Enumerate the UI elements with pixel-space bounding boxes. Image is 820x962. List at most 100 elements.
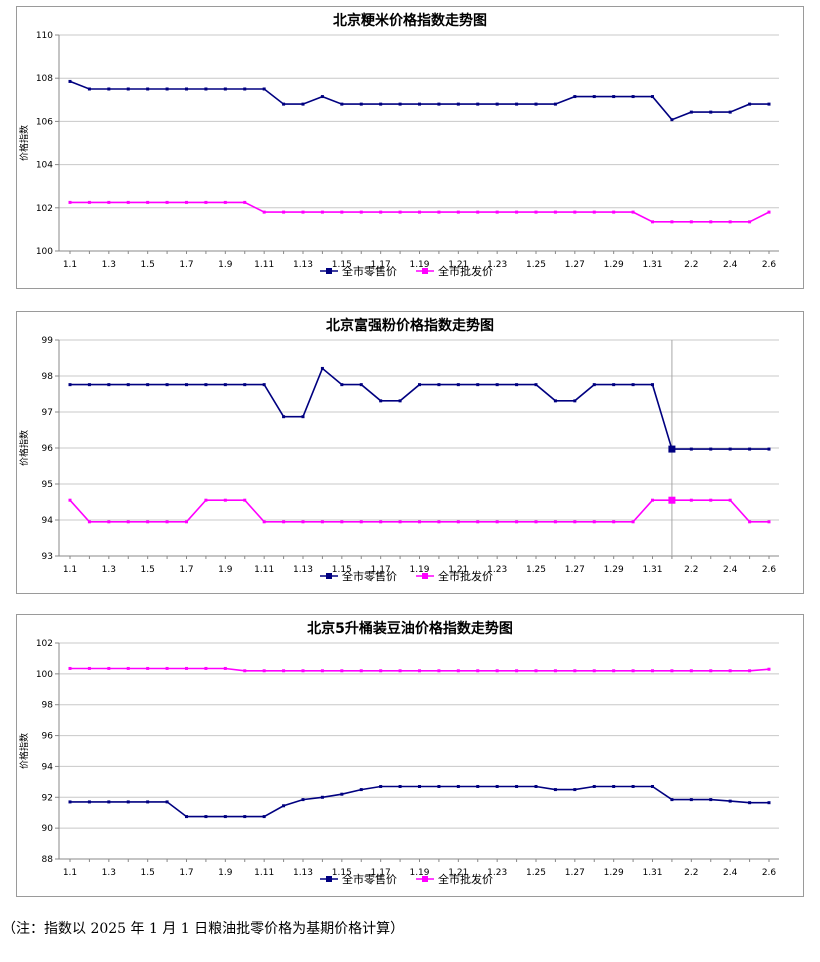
data-point (87, 87, 91, 91)
data-point (592, 383, 596, 387)
data-point (495, 383, 499, 387)
data-point (456, 383, 460, 387)
data-point (146, 666, 150, 670)
data-point (223, 87, 227, 91)
data-point (689, 498, 693, 502)
data-point (301, 415, 305, 419)
data-point (301, 798, 305, 802)
data-point (728, 220, 732, 224)
x-tick-label: 1.15 (332, 868, 352, 878)
data-point (282, 210, 286, 214)
data-point (456, 210, 460, 214)
data-point (126, 520, 130, 524)
x-tick-label: 2.2 (684, 260, 698, 270)
x-tick-label: 1.27 (565, 260, 585, 270)
data-point (204, 498, 208, 502)
data-point (612, 210, 616, 214)
data-point (573, 399, 577, 403)
data-point (126, 200, 130, 204)
data-point (282, 804, 286, 808)
highlight-point-0 (668, 445, 676, 453)
data-point (301, 102, 305, 106)
data-point (320, 520, 324, 524)
legend-marker-1 (422, 268, 428, 274)
data-point (476, 210, 480, 214)
data-point (748, 447, 752, 451)
y-tick-label: 108 (36, 74, 53, 84)
y-tick-label: 95 (42, 480, 53, 490)
data-point (87, 800, 91, 804)
x-tick-label: 1.19 (409, 260, 429, 270)
data-point (379, 399, 383, 403)
data-point (262, 520, 266, 524)
y-tick-label: 100 (36, 670, 53, 680)
data-point (68, 79, 72, 83)
data-point (612, 383, 616, 387)
data-point (709, 110, 713, 114)
x-tick-label: 1.5 (141, 868, 155, 878)
data-point (418, 210, 421, 214)
x-tick-label: 2.2 (684, 868, 698, 878)
x-tick-label: 1.31 (642, 868, 662, 878)
x-tick-label: 1.5 (141, 260, 155, 270)
data-point (495, 520, 499, 524)
data-point (243, 87, 247, 91)
legend-marker-0 (326, 268, 332, 274)
series-line-0 (70, 367, 769, 450)
y-axis-label: 价格指数 (18, 733, 30, 769)
data-point (320, 795, 324, 799)
data-point (107, 800, 111, 804)
data-point (262, 669, 266, 673)
x-tick-label: 1.17 (371, 868, 391, 878)
x-tick-label: 1.1 (63, 565, 77, 575)
x-tick-label: 2.4 (723, 868, 738, 878)
data-point (340, 102, 344, 106)
data-point (495, 669, 499, 673)
data-point (573, 520, 577, 524)
y-axis-label: 价格指数 (18, 430, 30, 466)
series-line-0 (70, 785, 769, 818)
data-point (689, 669, 693, 673)
data-point (418, 383, 421, 387)
data-point (146, 87, 150, 91)
data-point (379, 102, 383, 106)
x-tick-label: 1.23 (487, 868, 507, 878)
data-point (534, 669, 538, 673)
legend-label-0: 全市零售价 (342, 264, 397, 278)
x-tick-label: 1.3 (102, 565, 116, 575)
x-tick-label: 1.21 (448, 260, 468, 270)
data-point (320, 669, 324, 673)
data-point (340, 383, 344, 387)
data-point (126, 800, 130, 804)
data-point (612, 520, 616, 524)
data-point (476, 102, 480, 106)
data-point (223, 200, 227, 204)
data-point (631, 95, 635, 99)
data-point (185, 815, 188, 819)
legend-label-0: 全市零售价 (342, 872, 397, 886)
data-point (165, 87, 169, 91)
data-point (495, 210, 499, 214)
data-point (146, 800, 150, 804)
data-point (534, 102, 538, 106)
data-point (282, 669, 286, 673)
data-point (689, 220, 693, 224)
x-tick-label: 1.1 (63, 868, 77, 878)
footnote: （注：指数以 2025 年 1 月 1 日粮油批零价格为基期价格计算） (2, 921, 405, 937)
data-point (476, 383, 480, 387)
data-point (243, 498, 247, 502)
data-point (728, 799, 732, 803)
data-point (204, 200, 208, 204)
data-point (767, 801, 771, 805)
data-point (107, 87, 111, 91)
data-point (709, 220, 713, 224)
data-point (651, 220, 654, 224)
y-tick-label: 94 (42, 762, 54, 772)
data-point (592, 669, 596, 673)
data-point (68, 383, 72, 387)
x-tick-label: 1.21 (448, 868, 468, 878)
x-tick-label: 2.6 (762, 868, 777, 878)
data-point (398, 102, 402, 106)
data-point (689, 798, 693, 802)
